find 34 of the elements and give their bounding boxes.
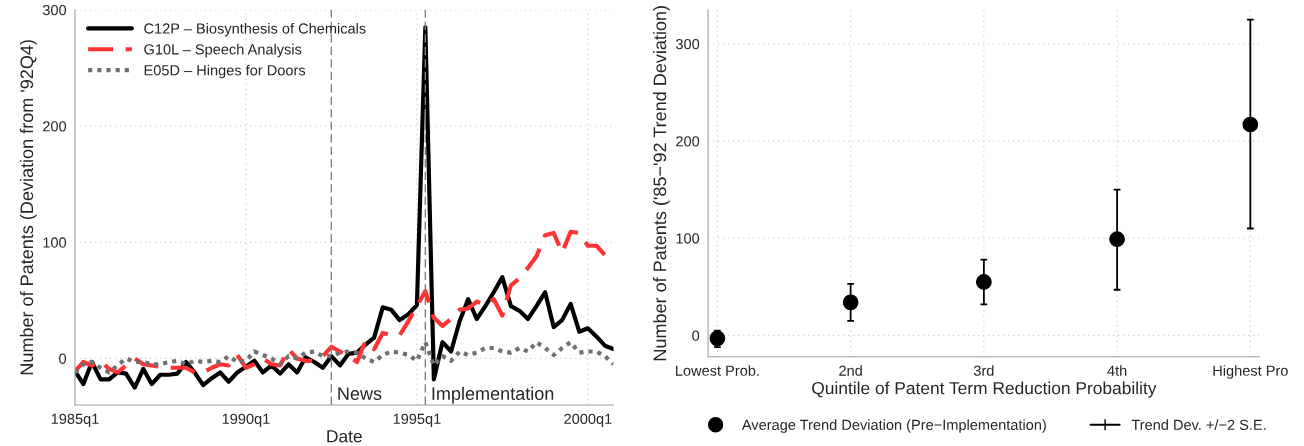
- y-tick-label: 0: [59, 353, 67, 364]
- legend-label: E05D – Hinges for Doors: [144, 64, 306, 79]
- y-tick-label: 300: [42, 4, 67, 16]
- x-tick-label: 2nd: [839, 365, 862, 376]
- point: [1109, 231, 1125, 248]
- line-series: [74, 340, 614, 375]
- y-tick-label: 100: [676, 233, 700, 244]
- point: [842, 294, 859, 311]
- y-tick-label: 100: [43, 237, 67, 248]
- legend-label: G10L – Speech Analysis: [144, 43, 302, 58]
- y-tick-label: 0: [692, 330, 700, 341]
- y-axis-title: Number of Patents (Deviation from '92Q4): [19, 40, 37, 375]
- x-tick-label: 1990q1: [222, 413, 270, 427]
- x-tick-label: 1985q1: [51, 413, 99, 427]
- ref-line-label: Implementation: [432, 386, 554, 404]
- y-tick-label: 200: [43, 121, 67, 132]
- y-tick-label: 200: [676, 136, 700, 147]
- x-tick-label: 4th: [1107, 365, 1127, 376]
- point: [975, 274, 992, 290]
- point: [1242, 116, 1259, 133]
- ref-line-label: News: [338, 387, 382, 401]
- x-tick-label: 1995q1: [393, 413, 441, 427]
- legend-label: Average Trend Deviation (Pre−Implementation): [741, 419, 1046, 433]
- x-tick-label: 2000q1: [564, 413, 612, 427]
- point: [709, 330, 726, 347]
- x-tick-label: Highest Pro: [1213, 365, 1288, 379]
- x-tick-label: 3rd: [973, 365, 994, 376]
- y-tick-label: 300: [675, 38, 700, 50]
- x-axis-title: Date: [327, 430, 362, 443]
- legend-label: C12P – Biosynthesis of Chemicals: [144, 22, 366, 37]
- text: Trend Dev. +/−2 S.E.: [1131, 419, 1266, 430]
- x-axis-title: Quintile of Patent Term Reduction Probability: [812, 381, 1157, 398]
- x-tick-label: Lowest Prob.: [676, 365, 759, 376]
- y-axis-title: Number of Patents ('85−'92 Trend Deviation): [653, 6, 670, 361]
